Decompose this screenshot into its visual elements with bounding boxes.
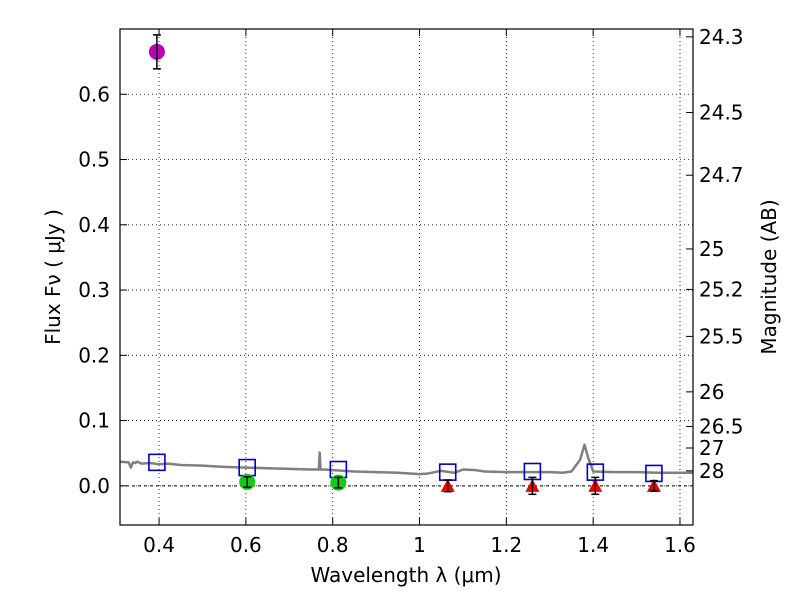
right-axis-label: Magnitude (AB)	[757, 199, 781, 354]
data-series	[119, 34, 693, 496]
right-tick-label-4: 25.2	[699, 277, 744, 301]
right-tick-label-6: 26	[699, 380, 724, 404]
model-photometry-point-0	[148, 453, 166, 472]
x-tick-label-4: 1.2	[490, 533, 522, 557]
plot-frame	[119, 28, 694, 526]
model-spectrum-line	[119, 443, 693, 476]
y-tick-label-2: 0.2	[78, 343, 110, 367]
x-tick-label-3: 1	[413, 533, 426, 557]
x-tick-label-5: 1.4	[577, 533, 609, 557]
right-tick-label-2: 24.7	[699, 163, 744, 187]
right-tick-label-5: 25.5	[699, 324, 744, 348]
right-tick-label-8: 27	[699, 436, 724, 460]
grid	[120, 29, 693, 525]
x-tick-label-1: 0.6	[230, 533, 262, 557]
right-tick-label-9: 28	[699, 459, 724, 483]
y-tick-label-4: 0.4	[78, 213, 110, 237]
x-tick-label-6: 1.6	[664, 533, 696, 557]
y-tick-label-1: 0.1	[78, 409, 110, 433]
y-tick-label-5: 0.5	[78, 148, 110, 172]
x-axis-label: Wavelength λ (μm)	[310, 563, 501, 587]
y-tick-label-3: 0.3	[78, 278, 110, 302]
y-tick-label-0: 0.0	[78, 474, 110, 498]
x-tick-label-2: 0.8	[317, 533, 349, 557]
y-tick-label-6: 0.6	[78, 82, 110, 106]
right-tick-label-7: 26.5	[699, 414, 744, 438]
right-tick-label-0: 24.3	[699, 25, 744, 49]
right-tick-label-3: 25	[699, 237, 724, 261]
y-axis-label: Flux Fν ( μJy )	[41, 209, 65, 345]
axis-ticks	[120, 29, 693, 525]
right-tick-label-1: 24.5	[699, 101, 744, 125]
x-tick-label-0: 0.4	[143, 533, 175, 557]
tick-labels: 0.4 0.6 0.8 1 1.2 1.4 1.6 0.0 0.1 0.2 0.3 0.4 0.5 0.6…	[78, 25, 743, 557]
